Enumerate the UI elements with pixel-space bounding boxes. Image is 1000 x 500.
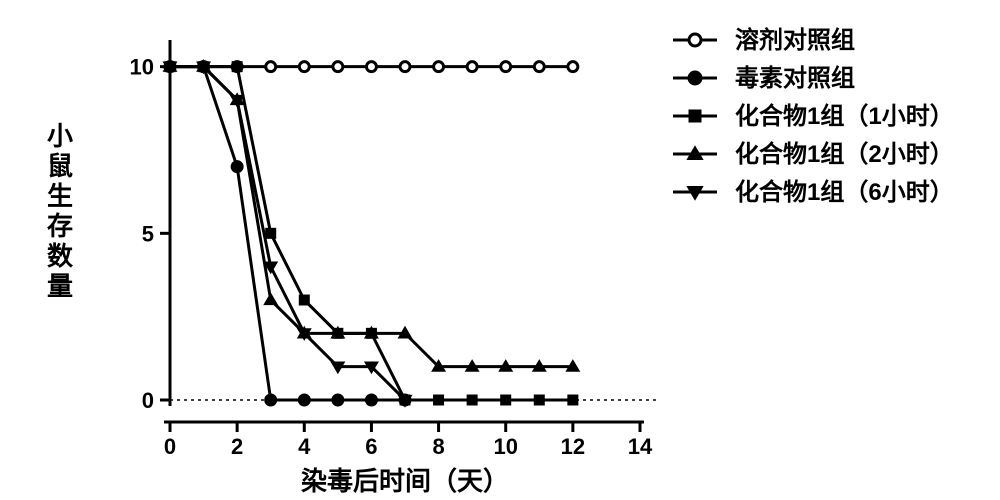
x-tick-label: 12	[561, 434, 585, 459]
marker-solvent	[568, 62, 578, 72]
legend: 溶剂对照组毒素对照组化合物1组（1小时） 化合物1组（2小时） 化合物1组（6小时）	[673, 26, 954, 206]
legend-marker-solvent	[689, 34, 701, 46]
legend-marker-c1_1h	[689, 110, 701, 122]
legend-label-solvent: 溶剂对照组	[735, 26, 855, 54]
x-tick-label: 0	[164, 434, 176, 459]
series-line-c1_2h	[170, 67, 573, 367]
marker-toxin	[366, 395, 376, 405]
y-axis-title: 小鼠生存数量	[47, 121, 74, 301]
x-tick-label: 2	[231, 434, 243, 459]
series-line-c1_1h	[170, 67, 573, 400]
marker-c1_1h	[501, 395, 511, 405]
marker-c1_1h	[434, 395, 444, 405]
x-tick-label: 10	[493, 434, 517, 459]
marker-solvent	[467, 62, 477, 72]
marker-toxin	[299, 395, 309, 405]
marker-c1_1h	[467, 395, 477, 405]
legend-label-c1_1h: 化合物1组（1小时）	[735, 102, 954, 130]
legend-marker-toxin	[689, 72, 701, 84]
marker-solvent	[501, 62, 511, 72]
series-line-toxin	[170, 67, 405, 400]
legend-label-c1_6h: 化合物1组（6小时）	[735, 178, 954, 206]
marker-toxin	[333, 395, 343, 405]
marker-solvent	[333, 62, 343, 72]
marker-solvent	[266, 62, 276, 72]
marker-solvent	[400, 62, 410, 72]
x-axis-title: 染毒后时间（天）	[301, 466, 509, 496]
survival-chart: 0 5 10 0 2 4 6 8 10 12 14 溶剂对照组毒素对照组化合物1组（1小时） 化合物1…	[0, 0, 1000, 500]
marker-c1_1h	[232, 62, 242, 72]
legend-label-toxin: 毒素对照组	[735, 65, 855, 92]
x-tick-label: 4	[298, 434, 311, 459]
legend-label-c1_2h: 化合物1组（2小时）	[735, 140, 954, 168]
x-tick-label: 6	[365, 434, 377, 459]
marker-solvent	[366, 62, 376, 72]
x-tick-label: 8	[432, 434, 444, 459]
marker-toxin	[266, 395, 276, 405]
marker-c1_1h	[266, 228, 276, 238]
y-tick-label: 0	[142, 388, 154, 413]
series-line-c1_6h	[170, 67, 405, 400]
marker-solvent	[534, 62, 544, 72]
marker-c1_1h	[534, 395, 544, 405]
x-tick-label: 14	[628, 434, 653, 459]
marker-c1_1h	[299, 295, 309, 305]
marker-solvent	[434, 62, 444, 72]
marker-solvent	[299, 62, 309, 72]
y-tick-label: 5	[142, 221, 154, 246]
marker-c1_2h	[264, 293, 277, 304]
y-tick-label: 10	[130, 55, 154, 80]
marker-c1_1h	[568, 395, 578, 405]
marker-toxin	[232, 162, 242, 172]
